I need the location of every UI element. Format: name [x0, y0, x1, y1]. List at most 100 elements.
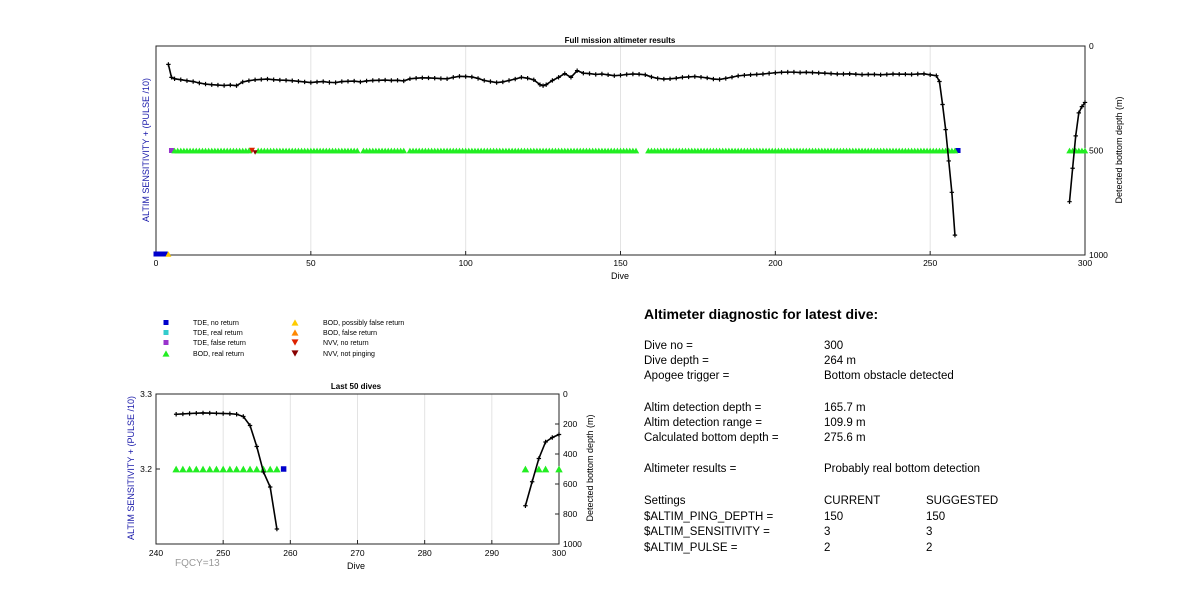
depth-point [214, 411, 219, 416]
depth-point [810, 70, 815, 75]
diag-row-altimeter-results: Altimeter results = Probably real bottom… [644, 463, 1184, 478]
bod-real-return-marker [632, 147, 640, 154]
tde-no-return-marker [153, 251, 159, 257]
diag-row-altim-detection-range: Altim detection range = 109.9 m [644, 417, 1184, 432]
y-right-tick-label: 600 [563, 479, 577, 489]
depth-point [723, 76, 728, 81]
depth-point [240, 79, 245, 85]
depth-point [556, 432, 562, 437]
depth-point [711, 76, 716, 82]
x-tick-label: 150 [613, 258, 627, 268]
depth-point [791, 69, 797, 75]
diag-value: 109.9 m [824, 417, 866, 429]
depth-point [841, 71, 846, 77]
diag-label: Apogee trigger = [644, 370, 730, 382]
y-left-tick-label: 3.2 [140, 464, 152, 474]
legend-marker [163, 330, 169, 335]
depth-point [543, 82, 549, 87]
settings-row-sensitivity: $ALTIM_SENSITIVITY = 3 3 [644, 526, 1184, 541]
bod-real-return-marker [185, 465, 194, 473]
depth-line-series [524, 433, 560, 506]
depth-point [692, 74, 698, 79]
depth-point [927, 72, 933, 78]
setting-label: $ALTIM_PULSE = [644, 542, 738, 554]
depth-point [184, 78, 190, 83]
depth-point [432, 75, 437, 81]
full-chart-xlabel: Dive [611, 271, 629, 281]
x-tick-label: 270 [350, 548, 364, 558]
depth-point [519, 75, 524, 80]
depth-point [246, 78, 252, 83]
diag-row-altim-detection-depth: Altim detection depth = 165.7 m [644, 402, 1184, 417]
depth-point [513, 76, 518, 82]
bod-real-return-marker [951, 147, 959, 154]
x-tick-label: 50 [306, 258, 316, 268]
depth-point [178, 77, 183, 82]
depth-point [748, 72, 753, 78]
depth-point [413, 75, 419, 81]
depth-point [274, 526, 280, 532]
depth-point [1070, 166, 1075, 171]
depth-point [878, 72, 883, 78]
depth-point [574, 68, 580, 73]
depth-point [314, 79, 320, 85]
x-tick-label: 250 [923, 258, 937, 268]
bod-real-return-marker [253, 465, 261, 473]
legend-label: NVV, no return [323, 340, 369, 347]
settings-row-ping-depth: $ALTIM_PING_DEPTH = 150 150 [644, 511, 1184, 526]
last-50-dives-chart: Last 50 dives Dive ALTIM SENSITIVITY + (… [126, 382, 595, 571]
depth-point [698, 74, 704, 80]
depth-point [593, 72, 598, 77]
depth-point [469, 74, 475, 80]
depth-point [500, 79, 506, 85]
depth-point [475, 76, 481, 81]
depth-point [261, 469, 266, 475]
legend-label: NVV, not pinging [323, 351, 375, 358]
depth-point [735, 73, 741, 79]
depth-point [296, 79, 301, 84]
depth-point [351, 78, 357, 84]
bod-real-return-marker [400, 147, 407, 154]
full-chart-title: Full mission altimeter results [565, 36, 676, 45]
depth-point [529, 479, 535, 484]
bod-real-return-marker [232, 465, 241, 473]
legend-marker [163, 320, 169, 325]
bod-possibly-false-marker [165, 251, 172, 257]
depth-point [197, 80, 202, 86]
y-left-tick-label: 3.3 [140, 389, 152, 399]
depth-point [407, 76, 413, 82]
depth-point [254, 444, 259, 449]
legend-label: TDE, no return [193, 320, 239, 327]
depth-point [828, 71, 834, 76]
legend-marker [291, 319, 299, 326]
legend-label: TDE, real return [193, 330, 243, 337]
y-right-tick-label: 400 [563, 449, 577, 459]
depth-point [866, 72, 871, 77]
setting-suggested: 3 [926, 526, 933, 538]
depth-point [946, 158, 951, 164]
bod-real-return-marker [555, 465, 563, 473]
legend-marker [291, 350, 299, 357]
depth-point [940, 102, 945, 107]
x-tick-label: 300 [1078, 258, 1092, 268]
depth-point [785, 69, 790, 75]
depth-point [531, 77, 536, 83]
depth-point [890, 71, 896, 77]
last50-chart-title: Last 50 dives [331, 382, 382, 391]
depth-point [686, 74, 691, 80]
depth-point [680, 75, 685, 80]
depth-point [345, 79, 351, 84]
depth-point [333, 80, 338, 85]
bod-real-return-marker [239, 465, 248, 473]
depth-point [457, 74, 462, 79]
legend-marker [291, 329, 299, 336]
depth-point [915, 71, 920, 77]
depth-line-series [176, 412, 278, 530]
depth-point [897, 72, 902, 77]
depth-point [859, 72, 865, 77]
depth-point [194, 411, 199, 416]
x-tick-label: 240 [149, 548, 163, 558]
depth-point [550, 78, 555, 83]
diag-row-dive-depth: Dive depth = 264 m [644, 355, 1184, 370]
depth-point [804, 70, 809, 75]
